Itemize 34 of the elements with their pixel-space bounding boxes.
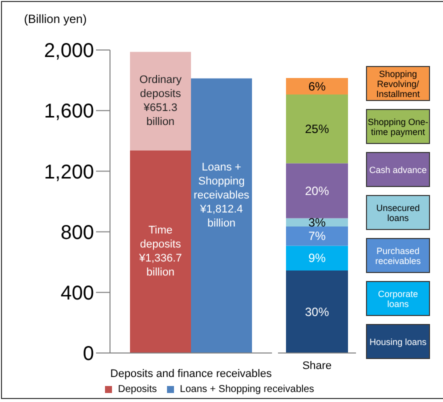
text: Shopping One-time payment [366,109,430,144]
data-label: 6% [308,79,326,94]
bar [286,226,348,246]
y-tick-label: 800 [60,222,94,244]
text: Unsecured loans [366,195,430,230]
bar [286,94,348,164]
data-label: 20% [304,184,330,198]
text: Cash advance [366,152,430,187]
x-tick-label: Share [302,360,332,372]
y-tick-label: 0 [82,343,94,366]
bar [286,270,348,353]
annotation: Time deposits ¥1,336.7 billion [138,224,182,279]
data-label: 3% [308,215,326,230]
y-tick-label: 2,000 [44,40,94,62]
y-axis-title: (Billion yen) [24,12,87,26]
y-tick-label: 1,600 [44,100,94,123]
text: Housing loans [366,324,430,359]
y-tick-label: 400 [60,282,94,304]
data-label: 30% [304,304,330,319]
bar [286,246,348,270]
annotation: Ordinary deposits ¥651.3 billion [139,74,182,128]
text: Purchased receivables [366,238,430,273]
bar [286,163,348,218]
data-label: 9% [308,251,326,266]
annotation: Loans + Shopping receivables ¥1,812.4 billion [194,162,250,230]
text: Corporate loans [366,281,430,316]
legend-label: Deposits [117,384,157,395]
data-label: 7% [308,229,326,244]
data-label: 25% [304,122,330,136]
bar [286,78,348,94]
text: Shopping Revolving/Installment [366,66,430,101]
x-axis-title: Deposits and finance receivables [110,368,272,380]
legend-label: Loans + Shopping receivables [178,384,314,395]
y-tick-label: 1,200 [44,161,94,184]
